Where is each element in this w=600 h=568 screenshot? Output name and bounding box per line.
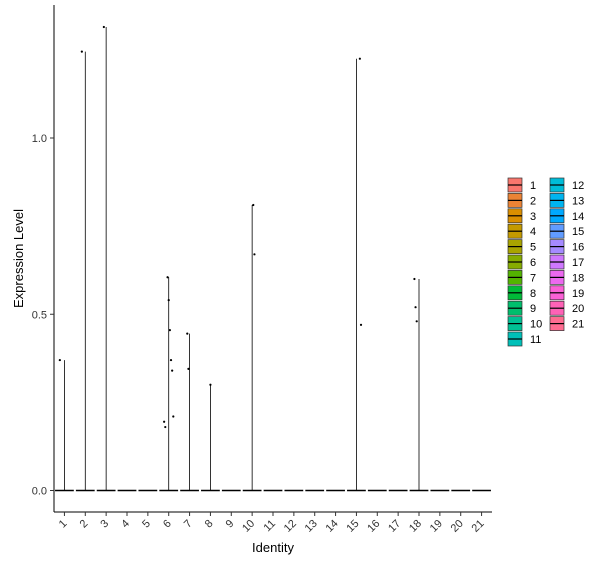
legend-label-21: 21: [572, 319, 584, 331]
legend-label-16: 16: [572, 242, 584, 254]
x-tick-label-6: 6: [161, 518, 174, 531]
x-tick-label-17: 17: [386, 518, 403, 535]
point-18-3: [415, 320, 418, 323]
x-tick-label-4: 4: [119, 518, 132, 531]
violin-layer: [55, 26, 491, 492]
point-6-8: [164, 425, 167, 429]
x-tick-label-2: 2: [78, 518, 91, 531]
point-6-3: [168, 329, 171, 332]
point-6-5: [171, 369, 174, 372]
x-tick-label-21: 21: [470, 518, 487, 535]
x-axis-title: Identity: [252, 540, 294, 555]
point-10-1: [252, 203, 255, 207]
point-6-4: [169, 358, 173, 362]
legend-label-7: 7: [530, 272, 536, 284]
point-7-1: [186, 332, 189, 335]
y-axis-title: Expression Level: [11, 209, 26, 308]
point-1-1: [58, 358, 61, 362]
x-tick-label-7: 7: [182, 518, 195, 531]
x-tick-label-5: 5: [140, 518, 153, 531]
legend-label-8: 8: [530, 288, 536, 300]
point-18-1: [413, 277, 416, 281]
y-tick-label-1: 0.5: [32, 309, 47, 321]
legend-label-17: 17: [572, 257, 584, 269]
legend-label-14: 14: [572, 211, 584, 223]
point-7-2: [187, 367, 190, 370]
x-tick-label-11: 11: [262, 518, 279, 535]
point-6-1: [166, 276, 169, 279]
x-tick-label-10: 10: [240, 518, 257, 535]
legend-label-6: 6: [530, 257, 536, 269]
point-2-1: [80, 50, 83, 53]
legend-label-3: 3: [530, 211, 536, 223]
legend-label-11: 11: [530, 334, 541, 346]
y-axis-ticks: 0.0 0.5 1.0: [32, 133, 54, 498]
legend-label-19: 19: [572, 288, 584, 300]
x-tick-label-14: 14: [324, 518, 341, 535]
x-tick-label-19: 19: [428, 518, 445, 535]
x-tick-label-3: 3: [98, 518, 111, 531]
point-10-2: [253, 253, 256, 256]
jitter-points-layer: [58, 25, 418, 429]
legend-label-10: 10: [530, 319, 542, 331]
point-6-6: [172, 415, 175, 418]
legend-label-9: 9: [530, 303, 536, 315]
point-8-1: [209, 383, 212, 386]
y-tick-label-2: 1.0: [32, 133, 47, 145]
legend-label-15: 15: [572, 226, 584, 238]
x-tick-label-9: 9: [224, 518, 237, 531]
x-tick-label-13: 13: [303, 518, 320, 535]
point-6-7: [163, 420, 166, 423]
x-tick-label-8: 8: [203, 518, 216, 531]
legend-label-18: 18: [572, 272, 584, 284]
legend-label-13: 13: [572, 195, 584, 207]
legend-label-2: 2: [530, 195, 536, 207]
point-3-1: [102, 25, 105, 29]
point-15-1: [358, 57, 361, 60]
legend-label-1: 1: [530, 180, 536, 192]
point-6-2: [167, 299, 170, 302]
point-18-2: [414, 306, 417, 309]
legend-label-20: 20: [572, 303, 584, 315]
x-tick-label-18: 18: [407, 518, 424, 535]
legend-label-4: 4: [530, 226, 536, 238]
x-tick-label-16: 16: [365, 518, 382, 535]
x-tick-label-20: 20: [449, 518, 466, 535]
legend-label-12: 12: [572, 180, 584, 192]
point-15-2: [359, 323, 363, 326]
x-tick-label-15: 15: [344, 518, 361, 535]
x-tick-label-1: 1: [57, 518, 70, 531]
x-tick-label-12: 12: [282, 518, 299, 535]
y-tick-label-0: 0.0: [32, 486, 47, 498]
x-axis-ticks: 1 2 3 4 5 6 7 8 9 10 11 12 13 14 15 16 17 18 19 20 21: [57, 512, 487, 535]
legend-label-5: 5: [530, 242, 536, 254]
